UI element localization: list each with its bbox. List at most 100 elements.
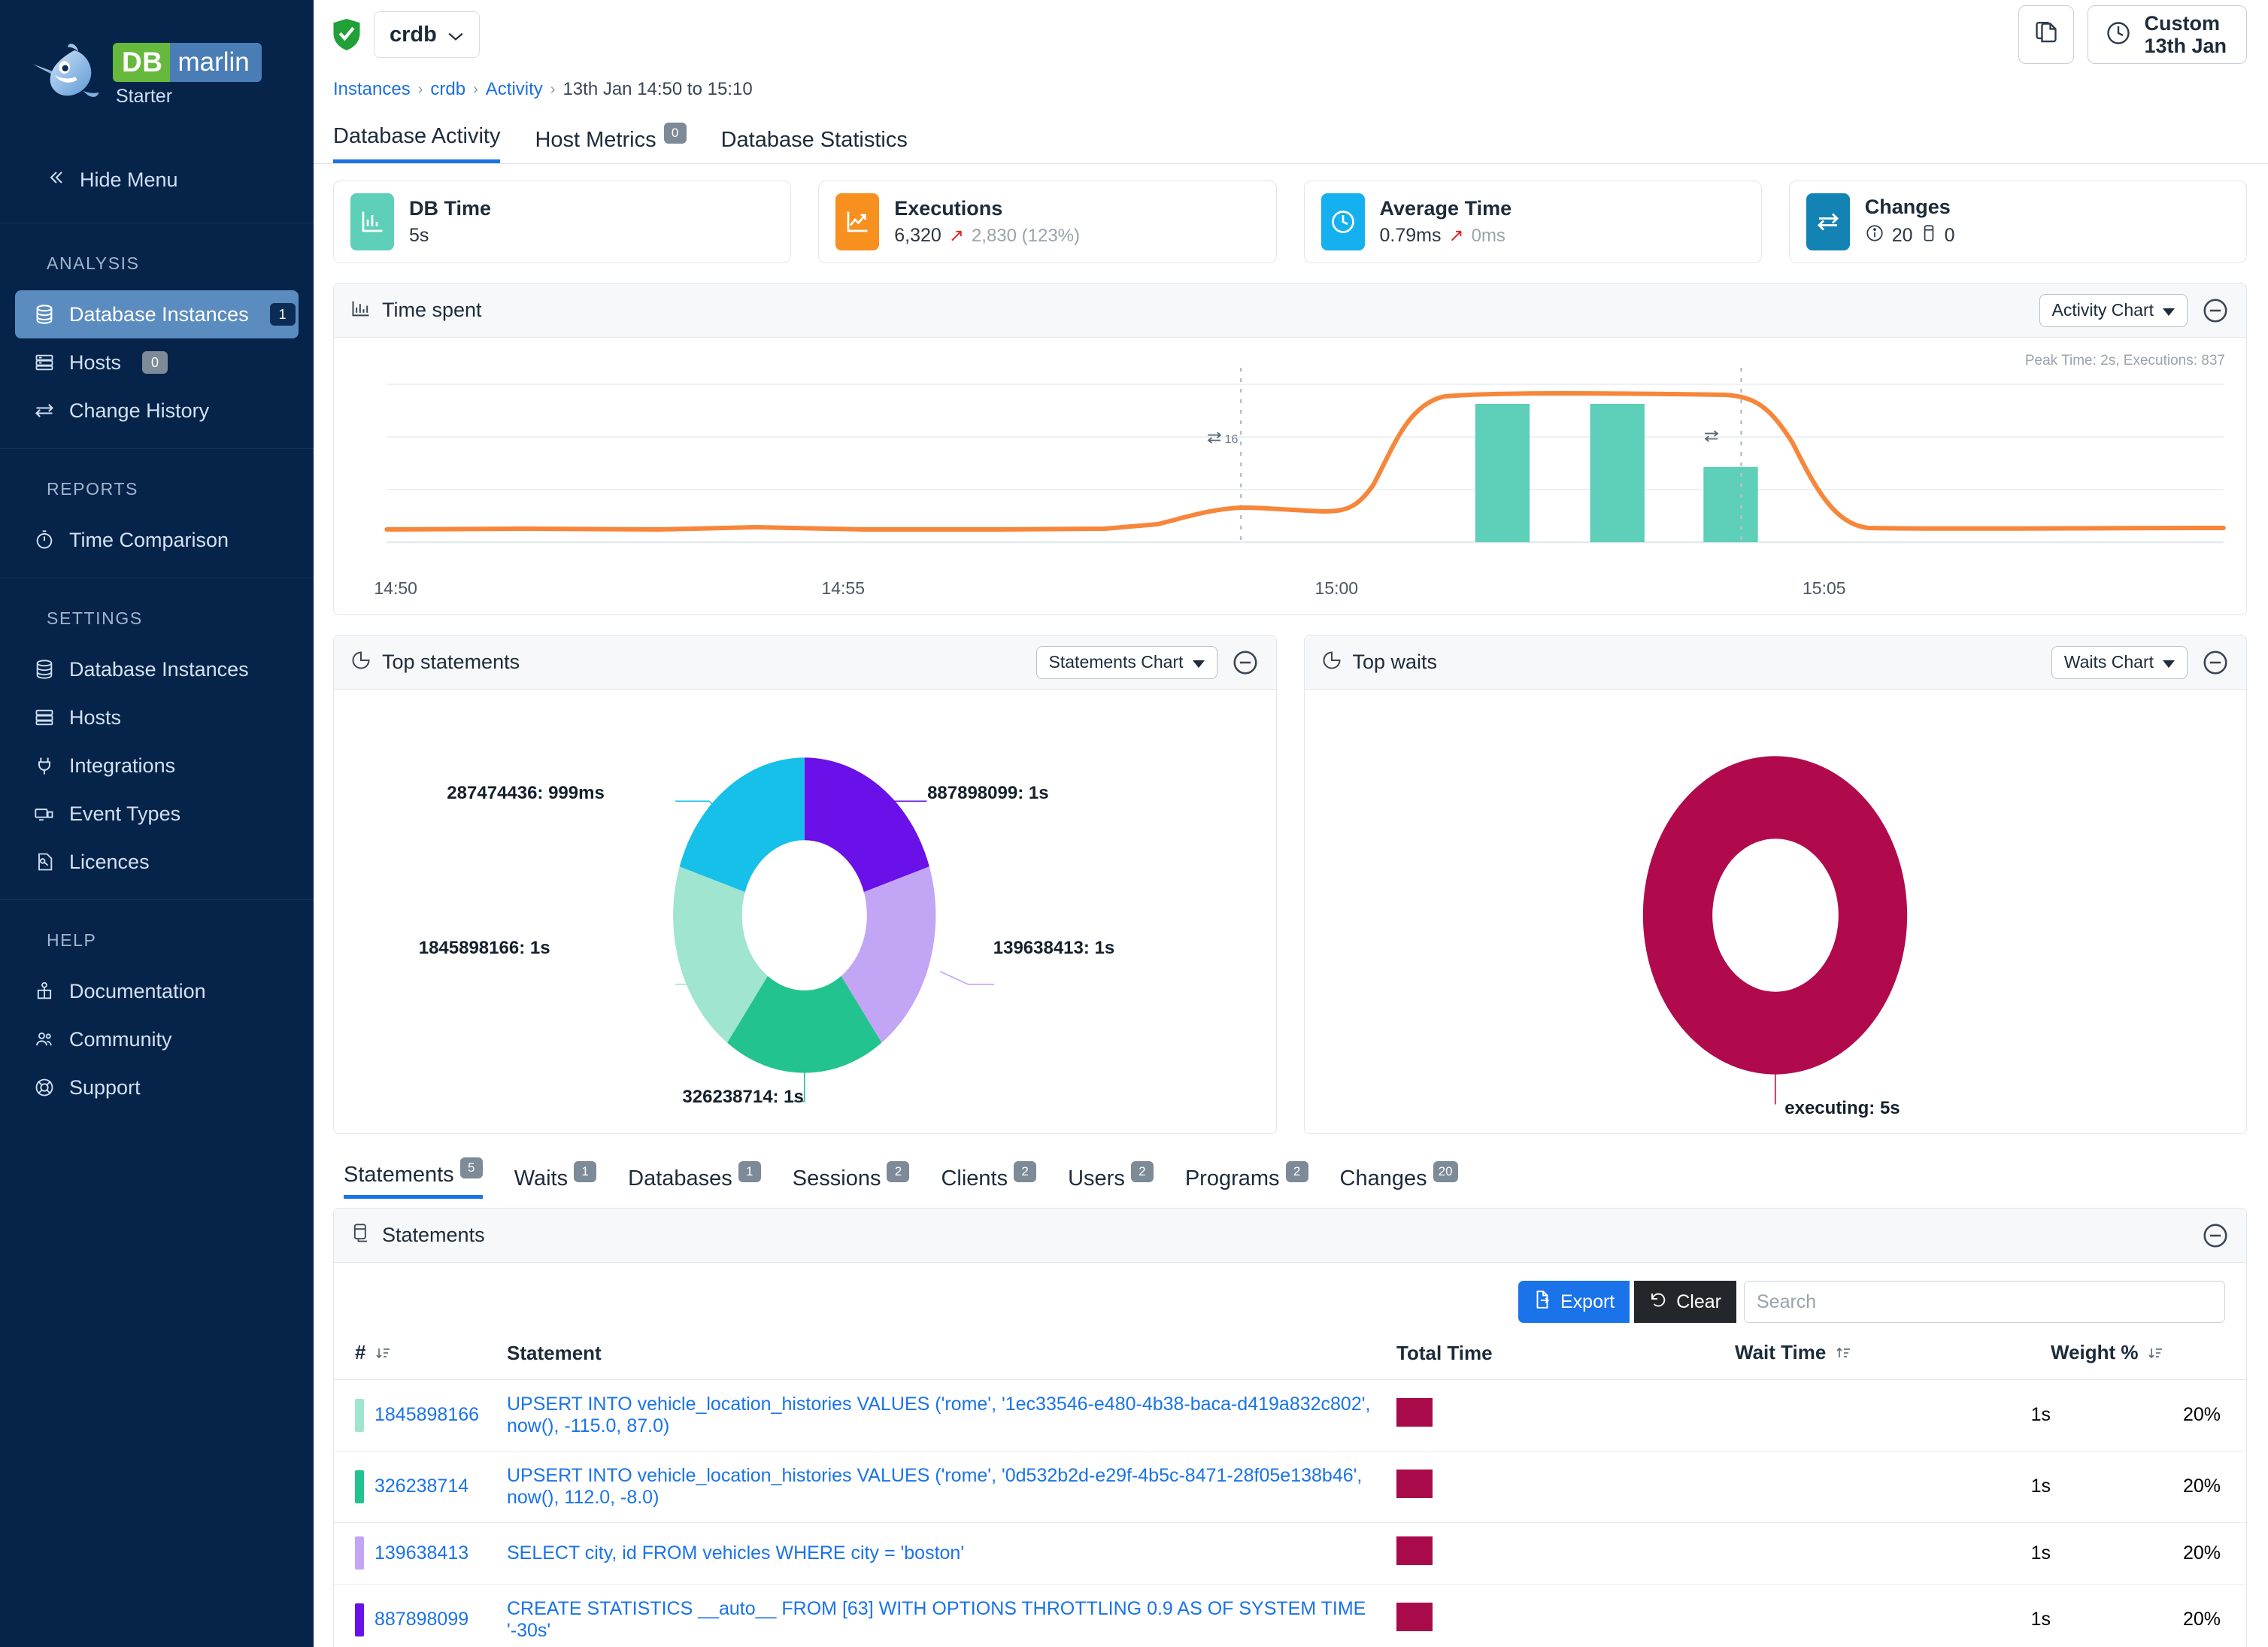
column-header-total-time[interactable]: Total Time [1396, 1330, 1735, 1380]
kpi-card-executions[interactable]: Executions 6,320 ↗ 2,830 (123%) [818, 180, 1277, 263]
sidebar-item-documentation[interactable]: Documentation [15, 967, 299, 1015]
subtab-badge: 1 [738, 1160, 761, 1182]
kpi-value: 5s [409, 225, 429, 246]
kpi-value: 0.79ms [1379, 225, 1442, 246]
subtab-badge: 1 [574, 1160, 597, 1182]
time-range-line2: 13th Jan [2144, 35, 2227, 57]
subtab-sessions[interactable]: Sessions 2 [793, 1160, 910, 1199]
time-spent-panel-header: Time spent Activity Chart [334, 284, 2246, 338]
sidebar-item-label: Database Instances [69, 657, 249, 681]
statement-icon [350, 1223, 371, 1248]
statement-text-link[interactable]: UPSERT INTO vehicle_location_histories V… [507, 1464, 1363, 1508]
statement-text-link[interactable]: CREATE STATISTICS __auto__ FROM [63] WIT… [507, 1597, 1366, 1641]
sidebar-item-change-history[interactable]: Change History [15, 387, 299, 435]
hide-menu-button[interactable]: Hide Menu [0, 150, 314, 209]
statements-table-toolbar: Export Clear [334, 1263, 2246, 1330]
sidebar-item-label: Documentation [69, 979, 206, 1002]
subtab-changes[interactable]: Changes 20 [1340, 1160, 1458, 1199]
statement-id-link[interactable]: 326238714 [374, 1476, 469, 1497]
sidebar-item-settings-hosts[interactable]: Hosts [15, 693, 299, 742]
tab-host-metrics[interactable]: Host Metrics 0 [535, 122, 687, 163]
x-tick-label: 14:55 [821, 578, 866, 598]
sidebar-item-time-comparison[interactable]: Time Comparison [15, 516, 299, 564]
subtab-waits[interactable]: Waits 1 [514, 1160, 597, 1199]
column-header-wait-time[interactable]: Wait Time [1735, 1330, 2051, 1380]
statement-text-link[interactable]: UPSERT INTO vehicle_location_histories V… [507, 1393, 1371, 1436]
column-header-statement[interactable]: Statement [507, 1330, 1396, 1380]
wait-time-value: 1s [1735, 1379, 2051, 1451]
collapse-panel-button[interactable] [2201, 648, 2230, 677]
breadcrumb-item-crdb[interactable]: crdb [430, 79, 466, 99]
top-statements-header: Top statements Statements Chart [334, 635, 1276, 690]
waits-chart-dropdown[interactable]: Waits Chart [2051, 645, 2188, 679]
tab-database-statistics[interactable]: Database Statistics [721, 128, 908, 163]
activity-chart-dropdown[interactable]: Activity Chart [2039, 293, 2188, 327]
sidebar-item-label: Change History [69, 399, 210, 422]
kpi-card-average-time[interactable]: Average Time 0.79ms ↗ 0ms [1303, 180, 1762, 263]
sidebar-item-community[interactable]: Community [15, 1015, 299, 1063]
server-icon [33, 706, 56, 729]
subtab-users[interactable]: Users 2 [1068, 1160, 1154, 1199]
clear-button[interactable]: Clear [1634, 1281, 1736, 1323]
top-statements-donut[interactable]: 887898099: 1s 139638413: 1s 326238714: 1… [334, 690, 1276, 1133]
breadcrumb-item-activity[interactable]: Activity [485, 79, 543, 99]
total-time-bar [1396, 1398, 1433, 1427]
table-row[interactable]: 139638413 SELECT city, id FROM vehicles … [334, 1522, 2246, 1585]
collapse-panel-button[interactable] [1231, 648, 1260, 677]
row-color-swatch [355, 1398, 364, 1432]
kpi-delta: 0ms [1471, 225, 1505, 246]
tab-database-activity[interactable]: Database Activity [333, 124, 501, 163]
collapse-panel-button[interactable] [2201, 296, 2230, 325]
subtab-databases[interactable]: Databases 1 [628, 1160, 761, 1199]
subtab-badge: 5 [459, 1157, 483, 1178]
export-button[interactable]: Export [1518, 1281, 1630, 1323]
column-header-weight[interactable]: Weight % [2051, 1330, 2246, 1380]
column-header-number[interactable]: # [334, 1330, 507, 1380]
kpi-card-db-time[interactable]: DB Time 5s [333, 180, 792, 263]
change-marker-2[interactable] [1703, 430, 1720, 446]
kpi-card-changes[interactable]: Changes 20 [1788, 180, 2247, 263]
search-input[interactable] [1744, 1281, 2225, 1323]
tab-label: Database Statistics [720, 128, 908, 152]
change-marker-1[interactable]: 16 [1206, 432, 1238, 447]
statement-id-link[interactable]: 139638413 [374, 1542, 469, 1564]
subtab-clients[interactable]: Clients 2 [941, 1160, 1037, 1199]
sidebar-item-licences[interactable]: Licences [15, 838, 299, 886]
breadcrumb-item-instances[interactable]: Instances [333, 79, 411, 99]
weight-value: 20% [2051, 1522, 2246, 1585]
sidebar: DB marlin Starter Hide Menu ANALYSIS [0, 0, 314, 1647]
line-chart-icon [835, 193, 880, 250]
breadcrumb-separator: › [417, 80, 423, 98]
subtab-label: Clients [941, 1166, 1008, 1191]
total-time-bar [1396, 1536, 1433, 1565]
sidebar-item-support[interactable]: Support [15, 1063, 299, 1112]
time-spent-chart[interactable]: Peak Time: 2s, Executions: 837 [334, 338, 2246, 614]
sidebar-item-event-types[interactable]: Event Types [15, 790, 299, 838]
table-row[interactable]: 887898099 CREATE STATISTICS __auto__ FRO… [334, 1584, 2246, 1647]
instance-selector[interactable]: crdb [374, 11, 480, 58]
sidebar-item-hosts[interactable]: Hosts 0 [15, 338, 299, 387]
sidebar-item-database-instances[interactable]: Database Instances 1 [15, 290, 299, 338]
statements-chart-dropdown[interactable]: Statements Chart [1035, 645, 1217, 679]
statement-id-link[interactable]: 1845898166 [374, 1404, 480, 1426]
panel-title: Statements [382, 1224, 485, 1246]
subtab-programs[interactable]: Programs 2 [1185, 1160, 1308, 1199]
statement-text-link[interactable]: SELECT city, id FROM vehicles WHERE city… [507, 1542, 965, 1564]
kpi-title: Average Time [1379, 197, 1512, 220]
top-waits-donut[interactable]: executing: 5s [1305, 690, 2247, 1133]
time-range-button[interactable]: Custom 13th Jan [2088, 5, 2247, 64]
secondary-tabbar: Statements 5 Waits 1 Databases 1 Session… [333, 1134, 2247, 1199]
brand-logo[interactable]: DB marlin Starter [0, 0, 314, 150]
subtab-statements[interactable]: Statements 5 [344, 1157, 483, 1199]
sidebar-item-integrations[interactable]: Integrations [15, 742, 299, 790]
collapse-panel-button[interactable] [2201, 1221, 2230, 1250]
table-row[interactable]: 1845898166 UPSERT INTO vehicle_location_… [334, 1379, 2246, 1451]
clock-icon [1320, 193, 1365, 250]
copy-button[interactable] [2018, 5, 2075, 64]
sidebar-item-badge: 0 [142, 351, 168, 374]
sidebar-item-settings-database-instances[interactable]: Database Instances [15, 645, 299, 693]
statement-id-link[interactable]: 887898099 [374, 1609, 469, 1630]
tab-label: Host Metrics [535, 128, 656, 152]
table-row[interactable]: 326238714 UPSERT INTO vehicle_location_h… [334, 1451, 2246, 1523]
pie-chart-icon [350, 650, 371, 675]
